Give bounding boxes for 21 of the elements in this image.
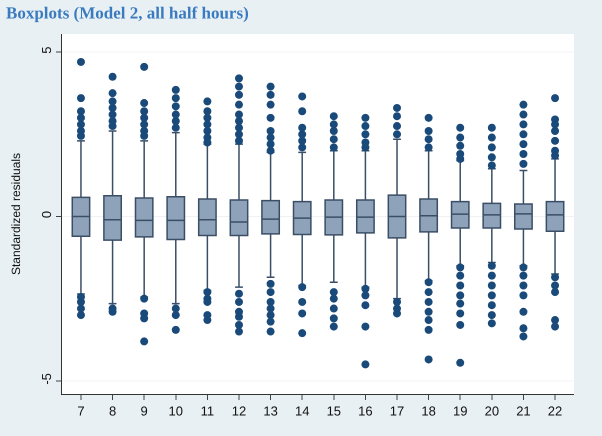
x-tick-label: 17 xyxy=(390,404,404,419)
x-tick-label: 22 xyxy=(548,404,562,419)
y-tick-label: -5 xyxy=(38,373,54,385)
x-tick-label: 19 xyxy=(452,404,468,419)
x-tick-label: 7 xyxy=(77,404,85,419)
x-tick-label: 8 xyxy=(108,404,116,419)
x-tick-label: 9 xyxy=(140,404,148,419)
y-tick-label: 5 xyxy=(38,46,54,54)
x-tick-label: 14 xyxy=(294,404,310,419)
x-tick-label: 12 xyxy=(232,404,246,419)
chart-title: Boxplots (Model 2, all half hours) xyxy=(6,3,249,22)
x-tick-label: 10 xyxy=(168,404,184,419)
x-tick-label: 16 xyxy=(358,404,373,419)
x-tick-label: 13 xyxy=(263,404,278,419)
y-tick-label: 0 xyxy=(38,210,54,218)
x-tick-label: 20 xyxy=(484,404,500,419)
x-tick-label: 15 xyxy=(326,404,342,419)
x-tick-label: 21 xyxy=(516,404,531,419)
y-axis-title: Standardized residuals xyxy=(9,152,24,276)
x-tick-label: 18 xyxy=(421,404,436,419)
x-tick-label: 11 xyxy=(200,404,214,419)
